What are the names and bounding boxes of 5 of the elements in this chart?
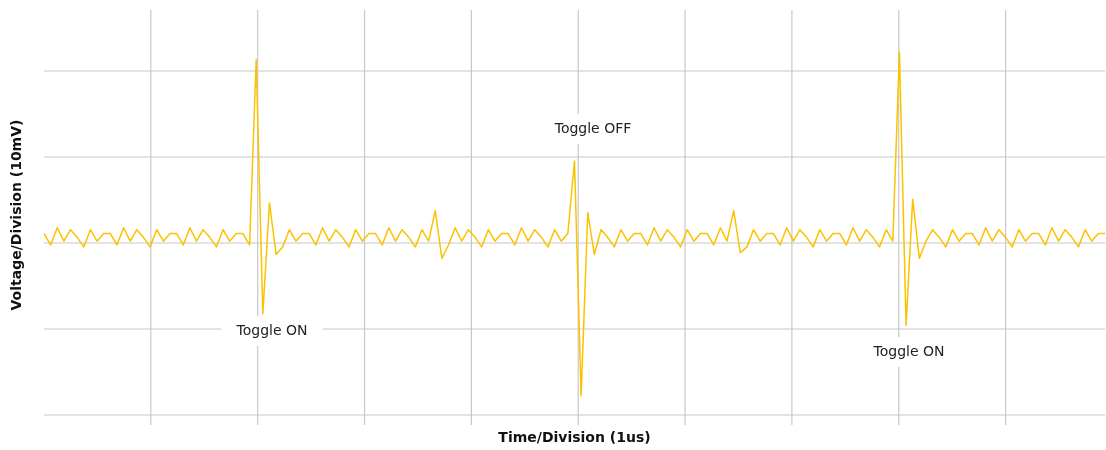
annotation: Toggle ON <box>872 342 945 359</box>
y-axis-title: Voltage/Division (10mV) <box>7 119 24 311</box>
x-axis-title: Time/Division (1us) <box>498 428 651 445</box>
annotation: Toggle OFF <box>553 119 632 136</box>
annotation: Toggle ON <box>235 321 308 338</box>
